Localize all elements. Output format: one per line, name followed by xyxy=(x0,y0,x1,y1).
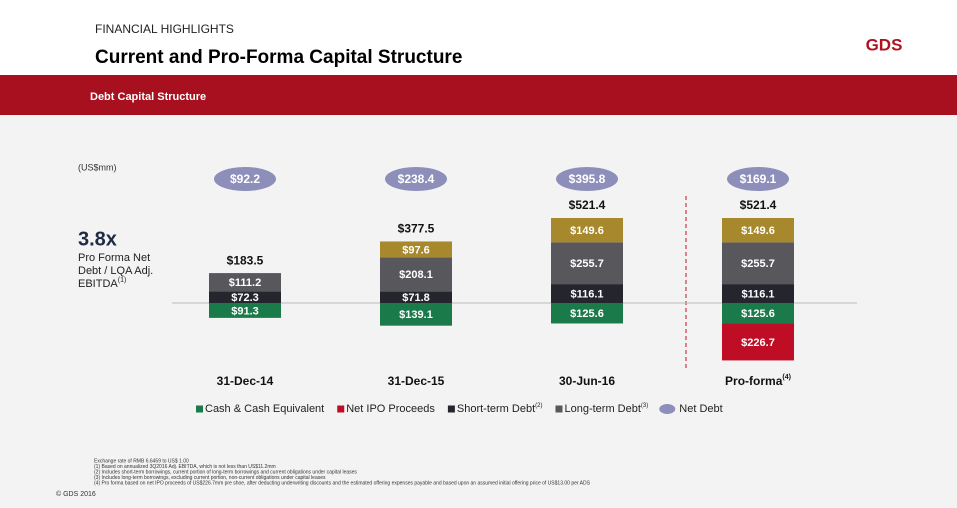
bar-segment xyxy=(551,242,623,285)
bar-segment xyxy=(722,242,794,285)
footnote: (1) Based on annualized 3Q2016 Adj. EBIT… xyxy=(94,464,276,470)
legend-label: Net IPO Proceeds xyxy=(346,403,435,415)
total-label: $377.5 xyxy=(398,222,435,236)
segment-label: $139.1 xyxy=(399,309,433,321)
bar-segment xyxy=(722,218,794,243)
bar-segment xyxy=(722,303,794,324)
x-tick-label: 31-Dec-15 xyxy=(388,374,445,388)
x-tick-label: Pro-forma(4) xyxy=(725,374,791,388)
legend-swatch xyxy=(196,405,203,413)
total-label: $521.4 xyxy=(569,198,606,212)
footnote: (2) Includes short-term borrowings, curr… xyxy=(94,470,357,476)
footnote: (3) Includes long-term borrowings, exclu… xyxy=(94,475,326,481)
legend-swatch xyxy=(659,404,676,414)
x-tick-label: 30-Jun-16 xyxy=(559,374,615,388)
legend-label: Short-term Debt(2) xyxy=(457,403,543,415)
category: 31-Dec-14 xyxy=(217,374,274,388)
net-debt-label: $238.4 xyxy=(398,172,435,186)
category: 30-Jun-16 xyxy=(559,374,615,388)
legend-label: Net Debt xyxy=(679,403,722,415)
segment-label: $208.1 xyxy=(399,269,433,281)
bar-segment xyxy=(380,241,452,258)
segment-label: $116.1 xyxy=(570,288,603,300)
segment-label: $97.6 xyxy=(402,244,430,256)
leverage-line: Pro Forma Net xyxy=(78,252,150,264)
logo: GDS xyxy=(866,35,903,54)
net-debt-label: $395.8 xyxy=(569,172,606,186)
bar-segment xyxy=(551,218,623,243)
net-debt-label: $92.2 xyxy=(230,172,260,186)
segment-label: $116.1 xyxy=(741,288,774,300)
category: 31-Dec-15 xyxy=(388,374,445,388)
bar-segment xyxy=(722,284,794,303)
legend-name: Short-term Debt xyxy=(457,403,535,415)
segment-label: $149.6 xyxy=(570,225,604,237)
net-debt-marker xyxy=(727,167,789,191)
x-tick-label: 31-Dec-14 xyxy=(217,374,274,388)
legend-note: (3) xyxy=(641,403,648,409)
legend-name: Cash & Cash Equivalent xyxy=(205,403,324,415)
chart: $91.3$72.3 $111.2 $183.5 $92.2 31-Dec-14 $139… xyxy=(172,167,857,415)
legend-swatch xyxy=(555,405,563,413)
legend-swatch xyxy=(447,405,455,413)
header-bg xyxy=(0,0,957,75)
segment-label: $72.3 xyxy=(231,292,259,304)
section-band xyxy=(0,75,957,115)
leverage-value: 3.8x xyxy=(78,228,117,250)
segment-label: $125.6 xyxy=(570,308,604,320)
copyright: © GDS 2016 xyxy=(56,490,96,498)
footnote: (4) Pro forma based on net IPO proceeds … xyxy=(94,481,591,487)
total-label: $521.4 xyxy=(740,198,777,212)
category: Pro-forma xyxy=(725,374,783,388)
footnote: Exchange rate of RMB 6.6459 to US$ 1.00 xyxy=(94,458,189,464)
title: Current and Pro-Forma Capital Structure xyxy=(95,47,462,68)
legend-name: Net IPO Proceeds xyxy=(346,403,435,415)
category-note: (4) xyxy=(782,374,791,381)
legend-swatch xyxy=(337,405,345,413)
bar-segment xyxy=(380,303,452,326)
leverage-line: Debt / LQA Adj. xyxy=(78,265,153,277)
segment-label: $226.7 xyxy=(741,337,775,349)
bar-segment xyxy=(551,284,623,303)
bar-segment xyxy=(209,291,281,303)
bar-segment xyxy=(380,257,452,292)
leverage-line: EBITDA(1) xyxy=(78,277,126,290)
segment-label: $149.6 xyxy=(741,225,775,237)
bar-segment xyxy=(722,323,794,361)
bar-segment xyxy=(209,273,281,292)
footnotes: Exchange rate of RMB 6.6459 to US$ 1.00(… xyxy=(94,458,591,486)
legend-note: (2) xyxy=(535,403,542,409)
legend-label: Cash & Cash Equivalent xyxy=(205,403,324,415)
legend-name: Long-term Debt xyxy=(564,403,640,415)
unit-label: (US$mm) xyxy=(78,162,117,172)
header: FINANCIAL HIGHLIGHTS xyxy=(95,22,234,36)
section-title: Debt Capital Structure xyxy=(90,91,206,103)
segment-label: $111.2 xyxy=(229,277,261,289)
legend-label: Long-term Debt(3) xyxy=(564,403,648,415)
segment-label: $71.8 xyxy=(402,292,430,304)
segment-label: $125.6 xyxy=(741,308,775,320)
bar-segment xyxy=(209,303,281,318)
net-debt-marker xyxy=(556,167,618,191)
net-debt-label: $169.1 xyxy=(740,172,777,186)
bar-segment xyxy=(380,291,452,303)
total-label: $183.5 xyxy=(227,253,264,267)
bar-segment xyxy=(551,303,623,324)
net-debt-marker xyxy=(385,167,447,191)
net-debt-marker xyxy=(214,167,276,191)
segment-label: $255.7 xyxy=(741,258,775,270)
segment-label: $91.3 xyxy=(231,305,259,317)
segment-label: $255.7 xyxy=(570,258,604,270)
